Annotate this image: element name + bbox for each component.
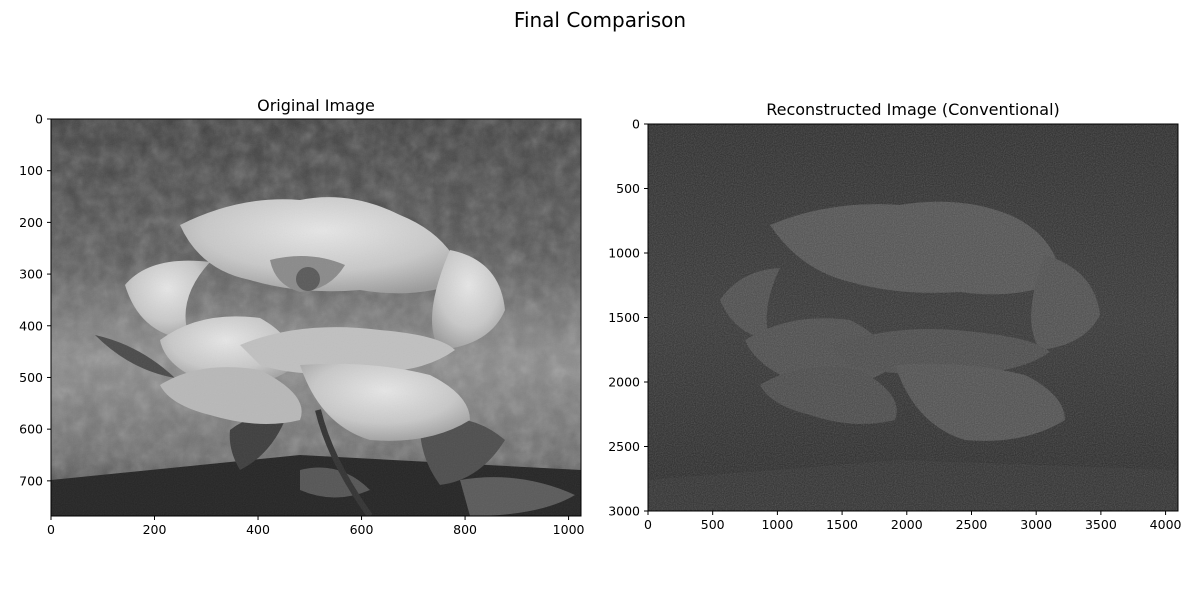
reconstructed-x-tick-label: 0 [644,517,652,532]
panel-original: Original Image 0 200 [19,96,584,537]
reconstructed-x-tick-label: 2000 [891,517,923,532]
original-y-tick-label: 200 [19,215,43,230]
panel-reconstructed: Reconstructed Image (Conventional) 0 500 1… [608,100,1181,532]
panel-original-title: Original Image [257,96,375,115]
reconstructed-x-tick-label: 3500 [1085,517,1117,532]
reconstructed-x-tick-label: 1000 [761,517,793,532]
figure-title: Final Comparison [514,8,686,32]
reconstructed-y-tick-label: 500 [616,181,640,196]
panel-reconstructed-title: Reconstructed Image (Conventional) [766,100,1060,119]
original-x-tick-label: 0 [47,522,55,537]
original-x-ticks: 0 200 400 600 800 1000 [47,516,585,537]
original-y-tick-label: 600 [19,422,43,437]
original-y-tick-label: 100 [19,163,43,178]
reconstructed-x-tick-label: 2500 [956,517,988,532]
original-image [51,119,581,516]
original-x-tick-label: 1000 [553,522,585,537]
original-y-tick-label: 400 [19,318,43,333]
reconstructed-x-tick-label: 4000 [1150,517,1182,532]
original-x-tick-label: 400 [246,522,270,537]
reconstructed-x-tick-label: 1500 [826,517,858,532]
reconstructed-y-tick-label: 2500 [608,439,640,454]
original-y-tick-label: 500 [19,370,43,385]
reconstructed-x-tick-label: 3000 [1020,517,1052,532]
original-y-tick-label: 0 [35,112,43,127]
original-x-tick-label: 600 [350,522,374,537]
original-y-tick-label: 700 [19,473,43,488]
reconstructed-y-ticks: 0 500 1000 1500 2000 2500 3000 [608,117,648,519]
reconstructed-y-tick-label: 1000 [608,246,640,261]
original-y-tick-label: 300 [19,267,43,282]
original-y-ticks: 0 100 200 300 400 500 600 700 [19,112,51,488]
reconstructed-image [648,124,1178,511]
original-x-tick-label: 800 [453,522,477,537]
reconstructed-y-tick-label: 2000 [608,375,640,390]
original-x-tick-label: 200 [143,522,167,537]
reconstructed-x-tick-label: 500 [701,517,725,532]
reconstructed-y-tick-label: 0 [632,117,640,132]
reconstructed-y-tick-label: 3000 [608,504,640,519]
reconstructed-x-ticks: 0 500 1000 1500 2000 2500 3000 3500 4000 [644,511,1182,532]
reconstructed-y-tick-label: 1500 [608,310,640,325]
